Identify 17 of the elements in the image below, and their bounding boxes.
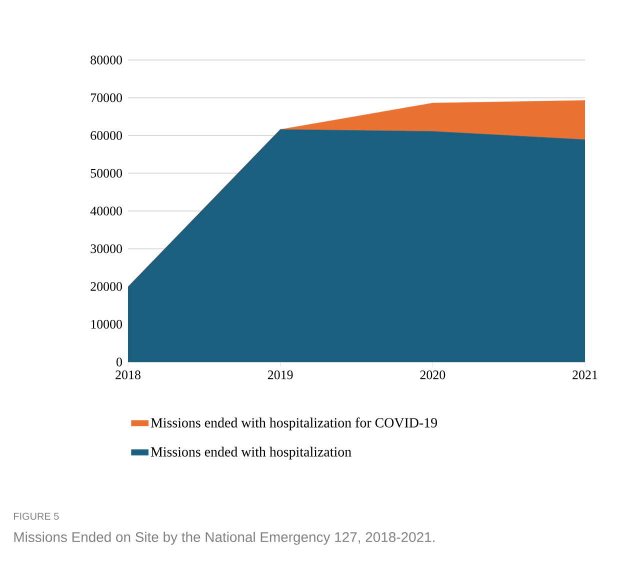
- text: Missions Ended on Site by the National Emergency 127, 2018-2021.: [14, 532, 434, 545]
- legend-label: Missions ended with hospitalization for COVID-19: [150, 418, 437, 430]
- y-tick-label: 0: [116, 358, 122, 366]
- x-tick-label: 2019: [268, 370, 293, 380]
- caption: FIGURE 5: [14, 512, 59, 520]
- y-tick-label: 60000: [90, 131, 122, 140]
- y-tick-label: 40000: [90, 206, 122, 216]
- y-tick-label: 80000: [90, 56, 122, 64]
- x-tick-label: 2018: [116, 370, 140, 380]
- y-tick-label: 70000: [90, 93, 122, 102]
- x-tick-label: 2021: [572, 370, 598, 380]
- y-tick-label: 50000: [90, 168, 122, 178]
- y-tick-label: 20000: [90, 282, 122, 291]
- y-tick-label: 10000: [91, 320, 122, 329]
- legend-label: Missions ended with hospitalization: [150, 446, 352, 460]
- x-tick-label: 2020: [420, 370, 446, 380]
- y-tick-label: 30000: [90, 244, 122, 254]
